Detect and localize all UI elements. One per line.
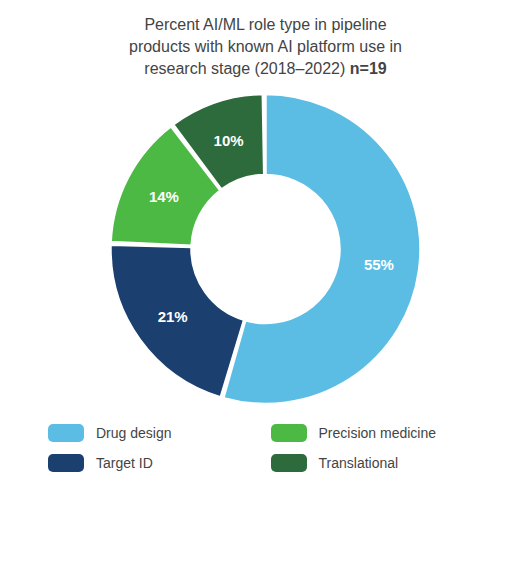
- svg-text:10%: 10%: [214, 132, 244, 149]
- svg-text:21%: 21%: [158, 308, 188, 325]
- svg-text:55%: 55%: [364, 256, 394, 273]
- html-text:Target ID: Target ID: [96, 455, 153, 471]
- html-text:Drug design: Drug design: [96, 425, 172, 441]
- html-text:research stage (2018–2022) n=1: research stage (2018–2022) n=19: [144, 60, 387, 77]
- html-text:Translational: Translational: [318, 455, 399, 471]
- html-text:Percent AI/ML role type in pip: Percent AI/ML role type in pipeline: [144, 16, 387, 33]
- html-text:Precision medicine: Precision medicine: [318, 425, 436, 441]
- svg-text:14%: 14%: [149, 188, 179, 205]
- html-text:products with known AI platfor: products with known AI platform use in: [129, 38, 402, 55]
